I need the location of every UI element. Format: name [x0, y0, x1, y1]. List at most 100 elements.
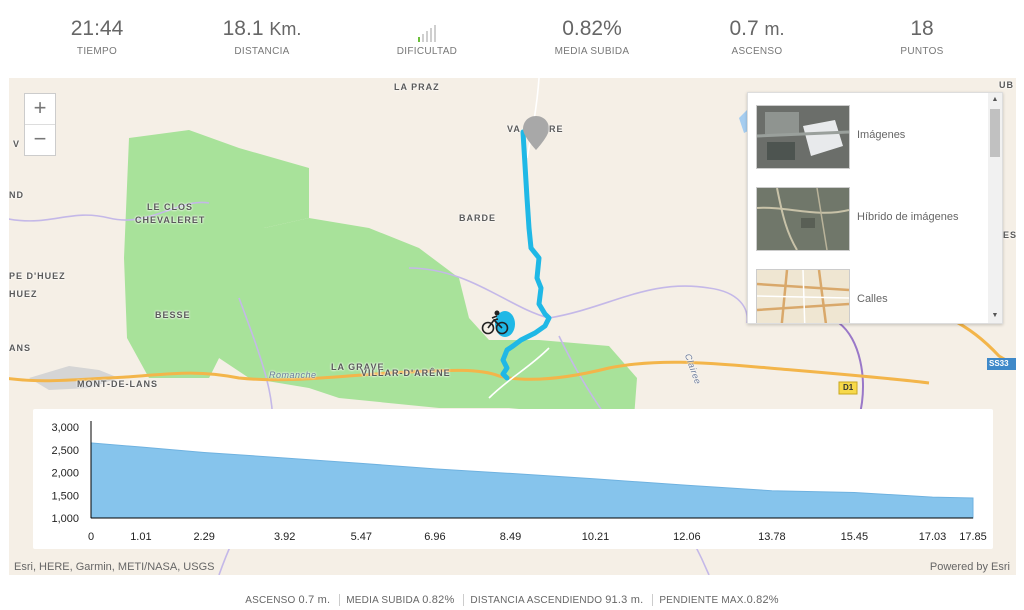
x-tick-label: 0: [88, 531, 94, 543]
powered-by-esri[interactable]: Powered by Esri: [929, 561, 1010, 573]
gallery-scrollbar[interactable]: ▲ ▼: [988, 93, 1002, 323]
stat-ascenso: 0.7 m. ASCENSO: [677, 16, 837, 57]
difficulty-bar: [434, 25, 436, 42]
place-label: CHEVALERET: [135, 215, 206, 225]
footer-item-ascenso: ASCENSO 0.7 m.: [239, 594, 336, 606]
y-tick-label: 1,000: [51, 513, 79, 525]
place-label: VILLAR-D'ARÊNE: [361, 368, 451, 378]
y-tick-label: 2,000: [51, 468, 79, 480]
boundary-line: [9, 201, 210, 222]
footer-value: 0.82%: [422, 594, 455, 606]
y-tick-label: 3,000: [51, 422, 79, 434]
location-pin-icon: [523, 116, 549, 150]
difficulty-bars-icon: [347, 16, 507, 42]
stat-label: DIFICULTAD: [396, 46, 458, 57]
terrain-patch: [29, 366, 119, 390]
hybrid-thumbnail-icon: [756, 187, 850, 251]
place-label: UB: [999, 80, 1014, 90]
road-shield-d1: [838, 381, 858, 395]
place-label: ANS: [9, 343, 32, 353]
footer-value: 0.82%: [746, 594, 779, 606]
difficulty-bar: [430, 28, 432, 42]
basemap-option-hibrido[interactable]: Híbrido de imágenes: [756, 187, 976, 251]
difficulty-bar: [422, 34, 424, 42]
main-road: [9, 360, 930, 385]
map-attribution: Esri, HERE, Garmin, METI/NASA, USGS: [14, 561, 215, 573]
stat-label: DISTANCIA: [234, 46, 290, 57]
summary-footer: ASCENSO 0.7 m. MEDIA SUBIDA 0.82% DISTAN…: [0, 594, 1024, 606]
x-tick-label: 6.96: [424, 531, 445, 543]
x-tick-label: 8.49: [500, 531, 521, 543]
place-label: ND: [9, 190, 24, 200]
stat-distancia: 18.1 Km. DISTANCIA: [182, 16, 342, 57]
place-label: BARDE: [459, 213, 497, 223]
footer-label: ASCENSO: [245, 595, 296, 606]
streets-thumbnail-icon: [756, 269, 850, 323]
elevation-area: [90, 442, 974, 519]
y-tick-label: 2,500: [51, 445, 79, 457]
satellite-thumbnail-icon: [756, 105, 850, 169]
x-tick-label: 17.03: [919, 531, 947, 543]
difficulty-bar: [418, 37, 420, 42]
map-view[interactable]: LA PRAZ VA RE V NY ND LE CLOS CHEVALERET…: [9, 78, 1016, 575]
place-label: LA GRAVE: [331, 362, 385, 372]
map-basemap: [9, 78, 1016, 575]
elevation-chart: 1,000 1,500 2,000 2,500 3,000 0 1.01 2.29 3.92 5.…: [51, 421, 987, 543]
forest-area: [199, 218, 637, 418]
scroll-up-icon[interactable]: ▲: [991, 96, 999, 103]
zoom-out-button[interactable]: −: [25, 124, 55, 155]
stat-unit: m.: [764, 19, 785, 39]
footer-label: DISTANCIA ASCENDIENDO: [470, 595, 603, 606]
x-tick-label: 17.85: [959, 531, 987, 543]
place-label: MONT-DE-LANS: [77, 379, 158, 389]
scroll-down-icon[interactable]: ▼: [991, 312, 999, 319]
boundary-line: [408, 267, 749, 324]
route-line: [500, 129, 552, 381]
difficulty-bar: [426, 31, 428, 42]
stat-media-subida: 0.82% MEDIA SUBIDA: [512, 16, 672, 57]
stat-label: TIEMPO: [76, 46, 118, 57]
x-tick-label: 3.92: [274, 531, 295, 543]
footer-label: MEDIA SUBIDA: [346, 595, 420, 606]
place-label: VA: [507, 124, 521, 134]
basemap-option-calles[interactable]: Calles: [756, 269, 976, 323]
basemap-option-imagenes[interactable]: Imágenes: [756, 105, 976, 169]
footer-item-media-subida: MEDIA SUBIDA 0.82%: [339, 594, 460, 606]
secondary-road: [488, 347, 550, 399]
place-label: LA PRAZ: [394, 82, 440, 92]
stat-value: 21:44: [70, 17, 124, 40]
basemap-label: Híbrido de imágenes: [857, 211, 959, 223]
basemap-label: Imágenes: [857, 129, 906, 141]
stat-puntos: 18 PUNTOS: [842, 16, 1002, 57]
zoom-in-button[interactable]: +: [33, 95, 47, 120]
place-label: PE D'HUEZ: [9, 271, 66, 281]
place-label: RE: [549, 124, 564, 134]
stat-number: 0.7: [729, 17, 759, 40]
x-tick-label: 5.47: [351, 531, 372, 543]
stat-value: 0.7 m.: [677, 16, 837, 42]
stat-number: 18.1: [222, 17, 264, 40]
x-tick-label: 12.06: [673, 531, 701, 543]
footer-label: PENDIENTE MAX.: [659, 595, 747, 606]
zoom-control: + −: [24, 93, 56, 156]
x-tick-label: 2.29: [193, 531, 214, 543]
scroll-thumb[interactable]: [990, 109, 1000, 157]
footer-item-distancia-ascendiendo: DISTANCIA ASCENDIENDO 91.3 m.: [463, 594, 649, 606]
stat-dificultad: DIFICULTAD: [347, 16, 507, 57]
road-label: D1: [843, 383, 854, 392]
stat-label: PUNTOS: [900, 46, 944, 57]
stat-value: 18: [910, 17, 934, 40]
place-label: V: [13, 139, 21, 149]
place-label: LE CLOS: [147, 202, 194, 212]
place-label: ES: [1003, 230, 1016, 240]
y-tick-label: 1,500: [51, 490, 79, 502]
stats-bar: 21:44 TIEMPO 18.1 Km. DISTANCIA DIFICULT…: [0, 0, 1024, 74]
place-label: BESSE: [155, 310, 191, 320]
river-label: Romanche: [269, 370, 317, 380]
basemap-label: Calles: [857, 293, 888, 305]
cyclist-icon: [481, 310, 509, 335]
basemap-gallery: Imágenes Híbrido de imágenes Calles ▲ ▼: [747, 92, 1003, 324]
footer-value: 0.7 m.: [298, 594, 331, 606]
footer-value: 91.3 m.: [605, 594, 644, 606]
x-tick-label: 10.21: [582, 531, 610, 543]
